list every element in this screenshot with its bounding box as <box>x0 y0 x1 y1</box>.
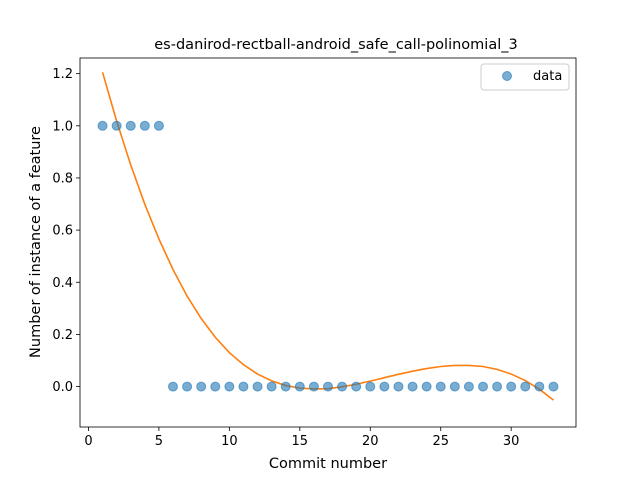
y-tick-label: 0.6 <box>52 224 73 239</box>
y-tick-label: 1.0 <box>52 119 73 134</box>
data-point <box>238 381 249 392</box>
data-point <box>111 120 122 131</box>
legend-label-data: data <box>533 69 562 84</box>
data-point <box>182 381 193 392</box>
y-tick-label: 0.2 <box>52 328 73 343</box>
data-point <box>125 120 136 131</box>
data-point <box>280 381 291 392</box>
y-tick-label: 0.0 <box>52 380 73 395</box>
data-point <box>337 381 348 392</box>
data-point <box>492 381 503 392</box>
fit-line <box>101 72 554 401</box>
data-point <box>168 381 178 392</box>
data-point <box>266 381 277 392</box>
data-point <box>153 120 164 131</box>
data-point <box>435 381 446 392</box>
x-tick-label: 5 <box>155 434 163 449</box>
data-point <box>323 381 333 392</box>
data-point <box>139 120 150 131</box>
y-tick-label: 0.4 <box>52 276 73 291</box>
legend: data <box>480 63 570 91</box>
y-tick-label: 0.8 <box>52 171 73 186</box>
data-point <box>520 381 531 392</box>
data-point <box>534 381 545 392</box>
x-tick-label: 10 <box>221 434 238 449</box>
data-point <box>407 381 418 392</box>
data-point <box>210 381 221 392</box>
x-axis-label: Commit number <box>269 456 387 472</box>
y-axis-label: Number of instance of a feature <box>28 126 44 358</box>
x-tick-label: 15 <box>292 434 309 449</box>
legend-frame <box>480 63 570 91</box>
axes-frame <box>79 57 577 428</box>
data-point <box>506 381 517 392</box>
data-point <box>224 381 235 392</box>
x-tick-label: 30 <box>503 434 520 449</box>
chart-title: es-danirod-rectball-android_safe_call-po… <box>154 37 517 53</box>
data-point <box>379 381 390 392</box>
data-point <box>421 381 432 392</box>
data-point <box>308 381 319 392</box>
data-point <box>393 381 404 392</box>
x-tick-label: 20 <box>362 434 379 449</box>
x-tick-label: 25 <box>432 434 449 449</box>
data-point <box>294 381 305 392</box>
data-point <box>97 120 108 131</box>
data-point <box>252 381 263 392</box>
data-point <box>351 381 362 392</box>
data-point <box>196 381 207 392</box>
data-point <box>463 381 474 392</box>
data-point <box>449 381 460 392</box>
data-point <box>478 381 488 392</box>
y-tick-label: 1.2 <box>52 67 73 82</box>
x-tick-label: 0 <box>84 434 92 449</box>
data-point <box>548 381 559 392</box>
plot-area: 0 5 10 15 20 25 30 0.0 0.2 0.4 0.6 0.8 1.0 1.2 <box>52 57 577 449</box>
legend-marker-data <box>502 71 512 81</box>
data-point <box>365 381 376 392</box>
